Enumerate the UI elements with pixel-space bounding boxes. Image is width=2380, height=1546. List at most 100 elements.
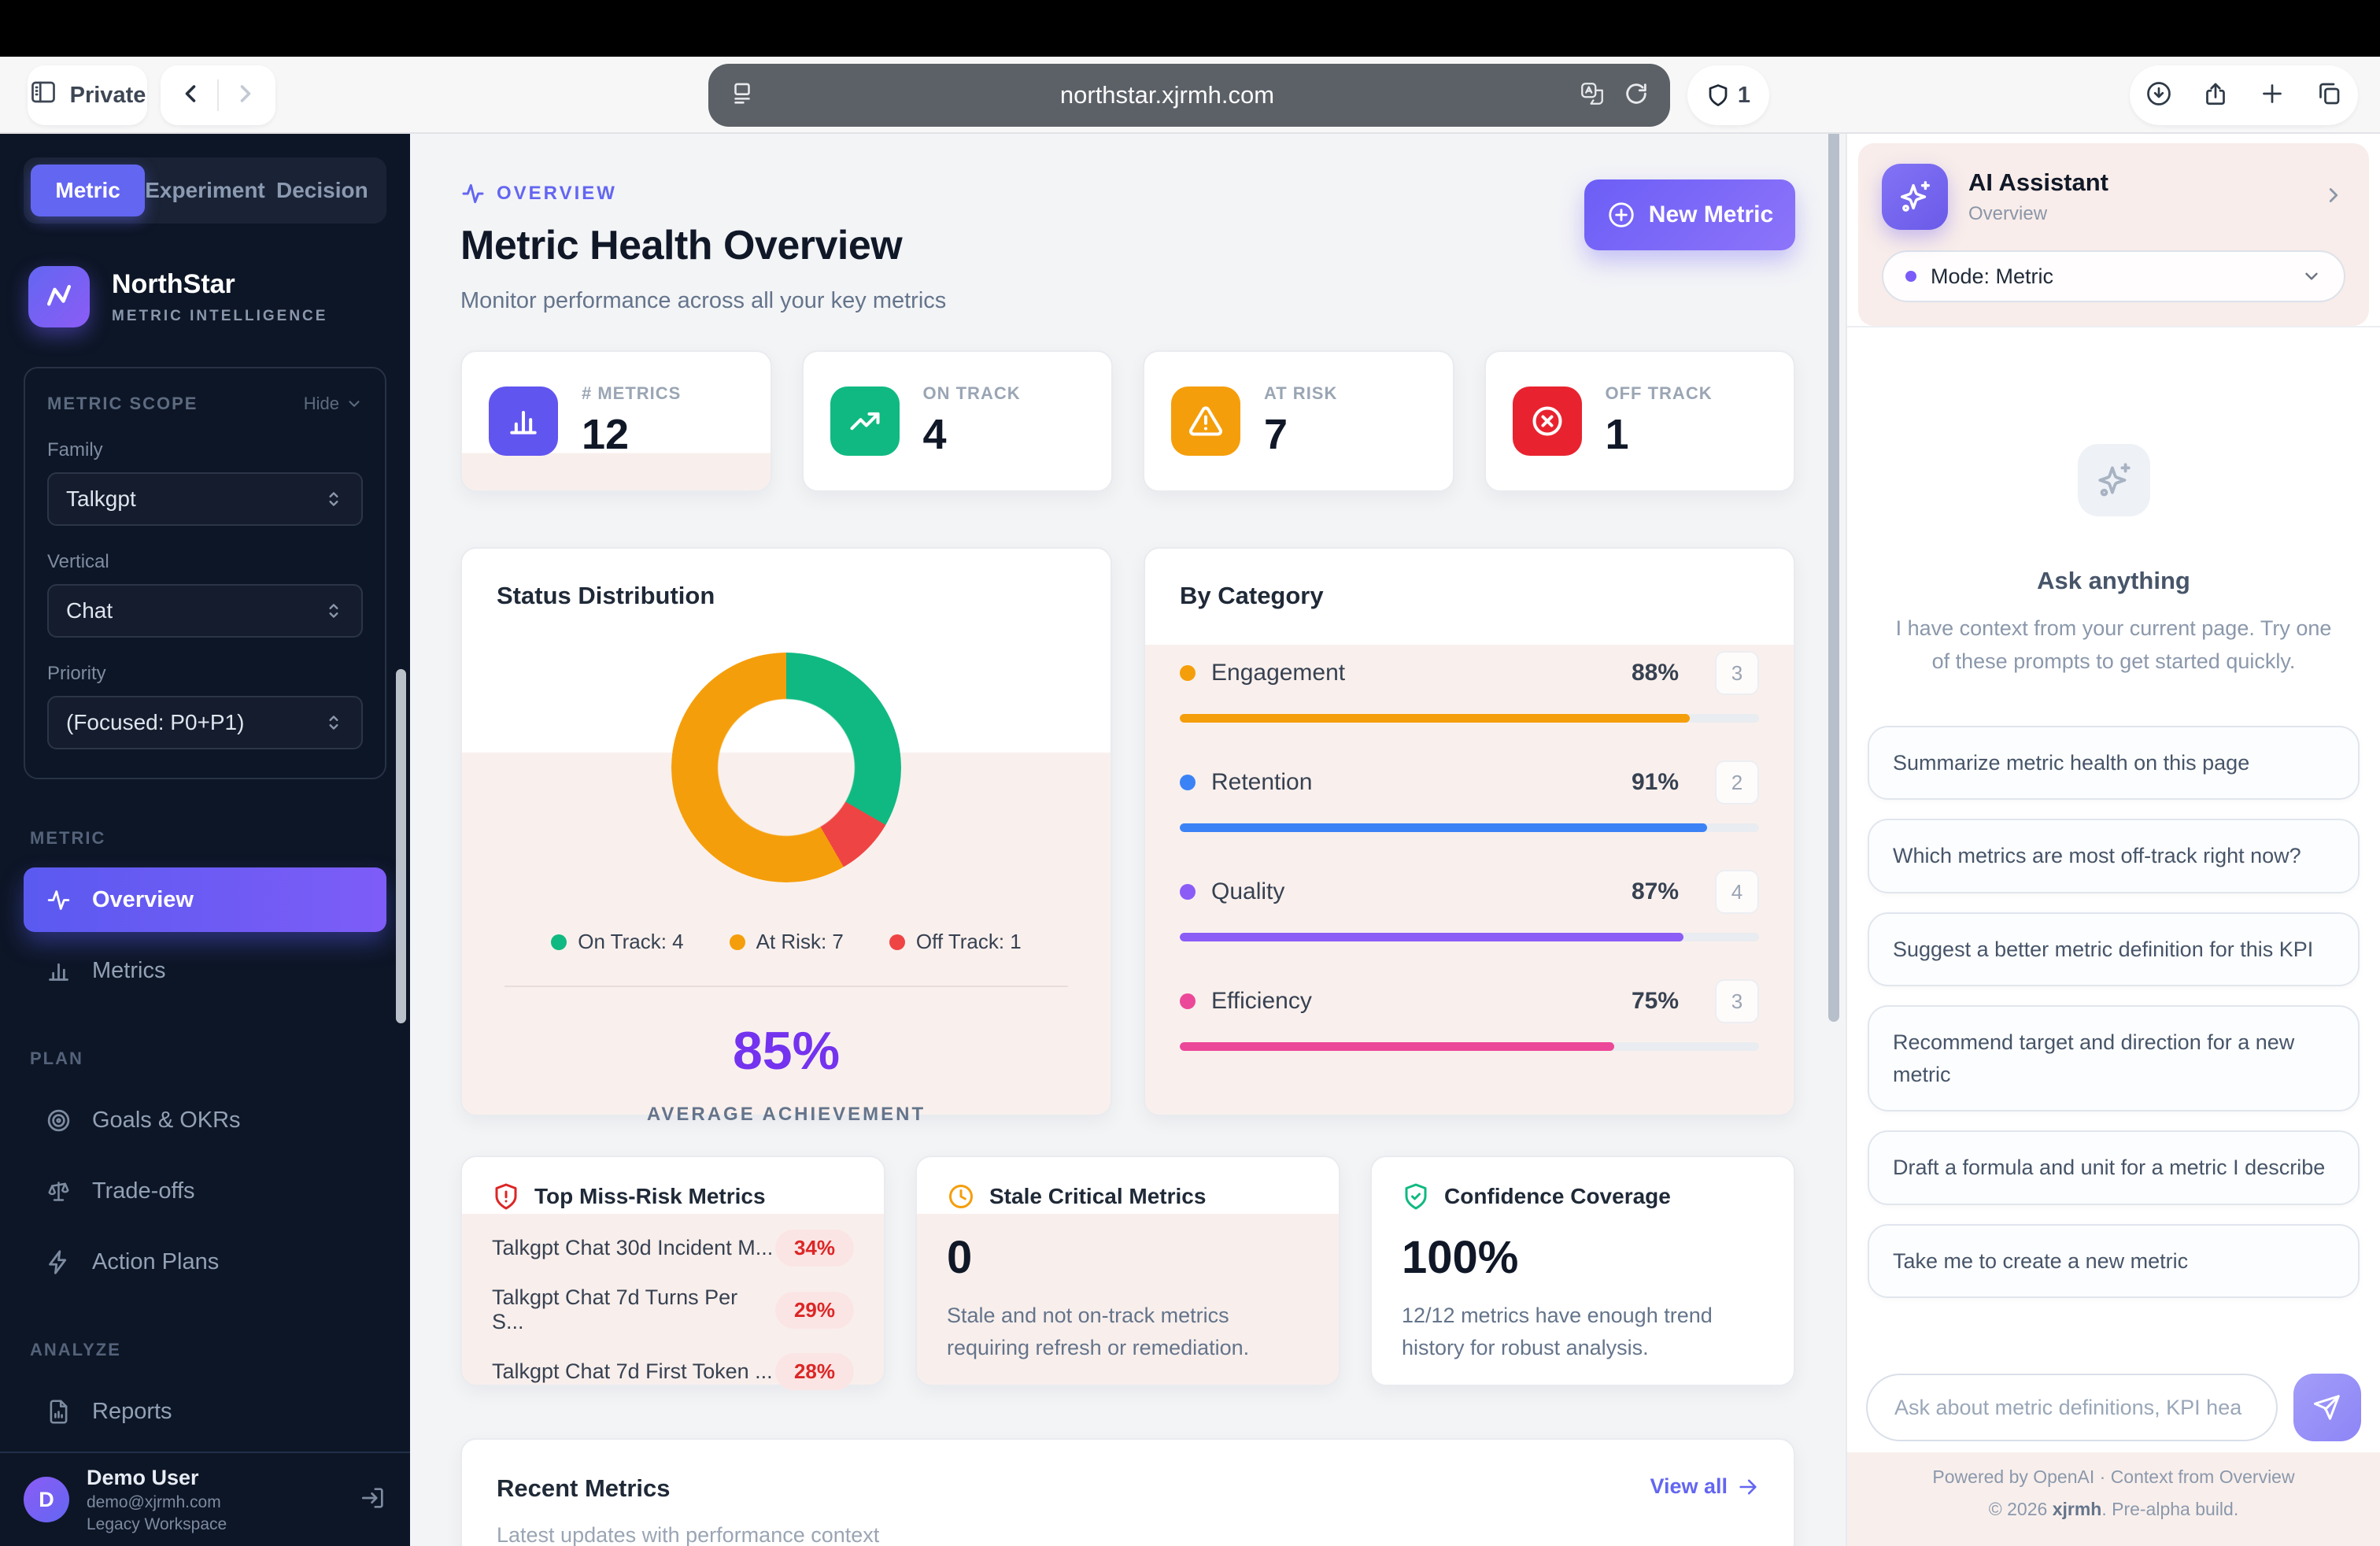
average-achievement-label: AVERAGE ACHIEVEMENT [646,1104,926,1125]
reload-icon[interactable] [1623,80,1650,111]
logout-icon[interactable] [360,1485,386,1515]
recent-metrics-card: Recent Metrics View all Latest updates w… [460,1438,1795,1546]
private-label: Private [69,82,146,108]
confidence-coverage-desc: 12/12 metrics have enough trend history … [1402,1304,1713,1359]
vertical-select[interactable]: Chat [47,584,363,638]
sidebar-scrollbar-thumb[interactable] [396,669,406,1023]
sidebar-item-goals-okrs[interactable]: Goals & OKRs [24,1088,386,1152]
bar-chart-icon [49,963,68,981]
private-browsing-button[interactable]: Private [28,65,147,125]
sidebar-nav: METRIC Overview Metrics PLAN Goals & OKR… [24,828,386,1546]
macos-menubar [0,0,2380,57]
progress-fill [1180,933,1684,941]
prompt-chip[interactable]: Which metrics are most off-track right n… [1868,819,2360,893]
prompt-chip[interactable]: Summarize metric health on this page [1868,725,2360,801]
miss-risk-row[interactable]: Talkgpt Chat 7d Turns Per S... 29% [492,1285,854,1334]
category-row-efficiency: Efficiency 75% 3 [1180,979,1759,1051]
view-all-link[interactable]: View all [1650,1474,1759,1499]
ai-empty-desc: I have context from your current page. T… [1895,616,2332,673]
confidence-coverage-card: Confidence Coverage 100% 12/12 metrics h… [1370,1156,1795,1386]
ai-chat-input[interactable] [1866,1374,2278,1441]
user-email: demo@xjrmh.com [87,1492,221,1511]
brand-name: NorthStar [112,268,235,299]
bar-chart-icon [489,386,558,456]
privacy-shield-badge[interactable]: 1 [1687,65,1769,125]
family-select[interactable]: Talkgpt [47,472,363,526]
mode-select[interactable]: Mode: Metric [1882,250,2345,302]
shield-check-icon [1405,1183,1427,1210]
alert-triangle-icon [1171,386,1240,456]
progress-fill [1180,714,1690,723]
ai-assistant-header: AI Assistant Overview Mode: Metric [1858,143,2369,326]
sidebar-item-overview[interactable]: Overview [24,867,386,932]
priority-select[interactable]: (Focused: P0+P1) [47,696,363,749]
top-miss-risk-card: Top Miss-Risk Metrics Talkgpt Chat 30d I… [460,1156,885,1390]
miss-risk-row[interactable]: Talkgpt Chat 7d First Token ... 28% [492,1353,854,1390]
user-workspace: Legacy Workspace [87,1515,227,1533]
risk-pct-badge: 29% [774,1291,854,1329]
kpi-card-metrics[interactable]: # METRICS 12 [460,350,772,492]
recent-metrics-subtitle: Latest updates with performance context [497,1523,880,1546]
translate-icon[interactable] [1579,80,1606,111]
main-content: OVERVIEW Metric Health Overview Monitor … [410,134,1846,1546]
northstar-logo-icon [28,266,90,327]
tabs-overview-icon[interactable] [2315,80,2343,112]
scales-icon [48,1181,69,1201]
miss-risk-row[interactable]: Talkgpt Chat 30d Incident M... 34% [492,1230,854,1267]
arrow-right-icon [1739,1479,1757,1494]
downloads-icon[interactable] [2145,80,2173,112]
section-analyze: ANALYZE [30,1340,121,1359]
stale-critical-value: 0 [947,1232,973,1283]
metric-count-badge: 4 [1715,870,1759,914]
browser-toolbar: Private northstar.xjrmh.com 1 [0,57,2380,134]
confidence-coverage-value: 100% [1402,1232,1519,1283]
category-row-retention: Retention 91% 2 [1180,760,1759,832]
back-button[interactable] [176,80,205,112]
sidebar-item-action-plans[interactable]: Action Plans [24,1230,386,1294]
kpi-card-off-track[interactable]: OFF TRACK 1 [1484,350,1795,492]
sidebar-item-trade-offs[interactable]: Trade-offs [24,1159,386,1223]
tab-decision[interactable]: Decision [276,178,368,202]
new-tab-icon[interactable] [2258,80,2286,112]
plus-circle-icon [1609,202,1634,227]
send-button[interactable] [2293,1374,2361,1441]
user-footer: D Demo User demo@xjrmh.com Legacy Worksp… [0,1452,410,1546]
new-metric-button[interactable]: New Metric [1584,179,1795,250]
progress-track [1180,933,1759,941]
tab-metric[interactable]: Metric [31,165,146,216]
sidebar-item-reports[interactable]: Reports [24,1379,386,1444]
hide-scope-button[interactable]: Hide [304,394,363,414]
progress-track [1180,1042,1759,1051]
kpi-card-on-track[interactable]: ON TRACK 4 [801,350,1113,492]
metric-scope-panel: METRIC SCOPE Hide Family Talkgpt Vertica… [24,367,386,779]
sidebar-item-metrics[interactable]: Metrics [24,938,386,1003]
legend-at-risk: At Risk: 7 [729,930,844,954]
prompt-chip[interactable]: Draft a formula and unit for a metric I … [1868,1130,2360,1205]
prompt-suggestions: Summarize metric health on this page Whi… [1847,679,2380,1299]
kpi-card-at-risk[interactable]: AT RISK 7 [1143,350,1454,492]
browser-nav-buttons [161,65,275,125]
prompt-chip[interactable]: Recommend target and direction for a new… [1868,1005,2360,1112]
prompt-chip[interactable]: Take me to create a new metric [1868,1223,2360,1299]
main-scrollbar-thumb[interactable] [1828,134,1839,1022]
by-category-card: By Category Engagement 88% 3 Retention 91% 2… [1144,547,1795,1116]
forward-button[interactable] [231,80,260,112]
stale-critical-card: Stale Critical Metrics 0 Stale and not o… [915,1156,1340,1386]
metric-count-badge: 3 [1715,979,1759,1023]
address-bar[interactable]: northstar.xjrmh.com [708,64,1670,127]
confidence-coverage-title: Confidence Coverage [1402,1182,1764,1211]
risk-pct-badge: 34% [774,1230,854,1267]
reader-icon[interactable] [729,80,756,111]
progress-fill [1180,1042,1614,1051]
sidebar-toggle-icon [29,78,57,113]
tab-experiment[interactable]: Experiment [145,178,265,202]
brand: NorthStar METRIC INTELLIGENCE [28,266,382,327]
page-eyebrow: OVERVIEW [460,181,1795,206]
divider [504,986,1068,987]
nav-divider [217,80,219,111]
file-chart-icon [50,1399,68,1424]
share-icon[interactable] [2201,80,2230,112]
collapse-panel-chevron[interactable] [2322,183,2345,211]
mode-dot [1905,271,1916,282]
prompt-chip[interactable]: Suggest a better metric definition for t… [1868,912,2360,987]
